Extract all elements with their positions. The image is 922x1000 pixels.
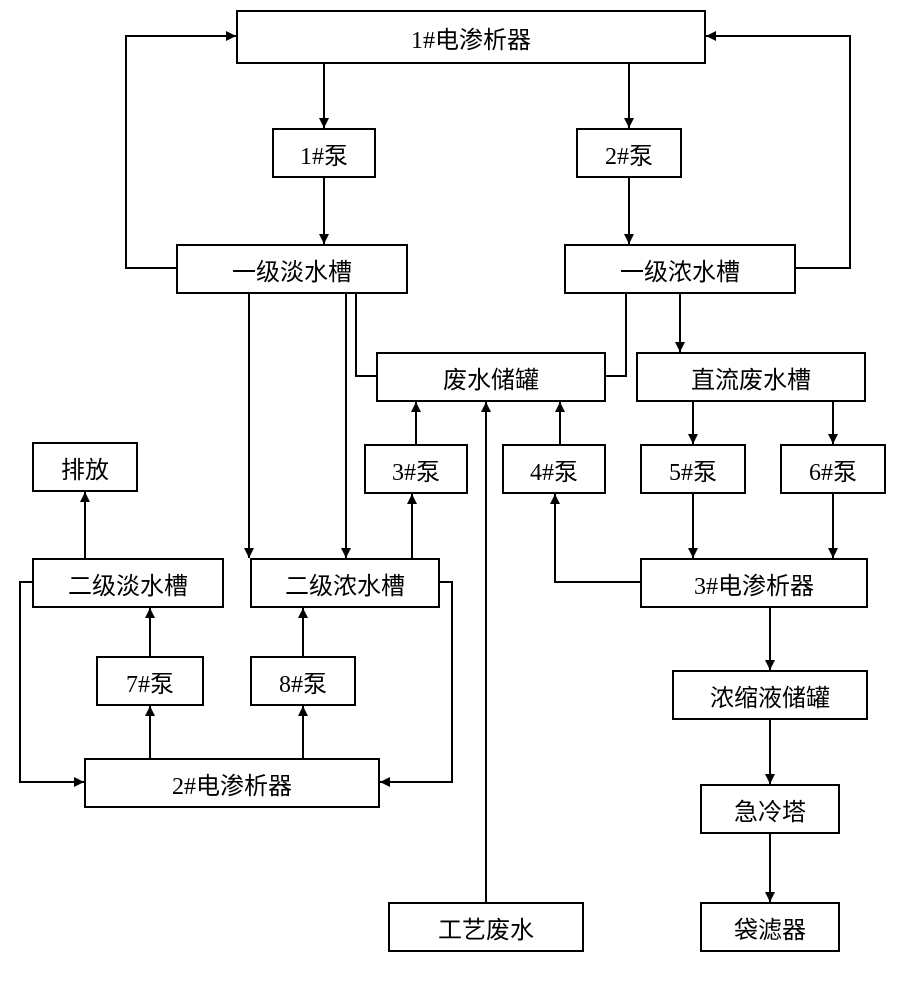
node-pump8: 8#泵 xyxy=(250,656,356,706)
node-pump1: 1#泵 xyxy=(272,128,376,178)
edge-5 xyxy=(706,36,850,268)
node-bagFilter: 袋滤器 xyxy=(700,902,840,952)
node-ed2: 2#电渗析器 xyxy=(84,758,380,808)
node-wasteTank: 废水储罐 xyxy=(376,352,606,402)
node-concStore: 浓缩液储罐 xyxy=(672,670,868,720)
node-dcWasteTank: 直流废水槽 xyxy=(636,352,866,402)
node-concTank1: 一级浓水槽 xyxy=(564,244,796,294)
edge-25 xyxy=(555,494,640,582)
edge-4 xyxy=(126,36,236,268)
node-freshTank1: 一级淡水槽 xyxy=(176,244,408,294)
node-ed3: 3#电渗析器 xyxy=(640,558,868,608)
node-pump7: 7#泵 xyxy=(96,656,204,706)
edge-23 xyxy=(380,582,452,782)
node-ed1: 1#电渗析器 xyxy=(236,10,706,64)
node-pump2: 2#泵 xyxy=(576,128,682,178)
node-freshTank2: 二级淡水槽 xyxy=(32,558,224,608)
node-pump5: 5#泵 xyxy=(640,444,746,494)
edge-22 xyxy=(20,582,84,782)
arrow-layer xyxy=(0,0,922,1000)
node-pump4: 4#泵 xyxy=(502,444,606,494)
node-discharge: 排放 xyxy=(32,442,138,492)
node-procWaste: 工艺废水 xyxy=(388,902,584,952)
node-pump6: 6#泵 xyxy=(780,444,886,494)
node-pump3: 3#泵 xyxy=(364,444,468,494)
node-concTank2: 二级浓水槽 xyxy=(250,558,440,608)
node-quench: 急冷塔 xyxy=(700,784,840,834)
